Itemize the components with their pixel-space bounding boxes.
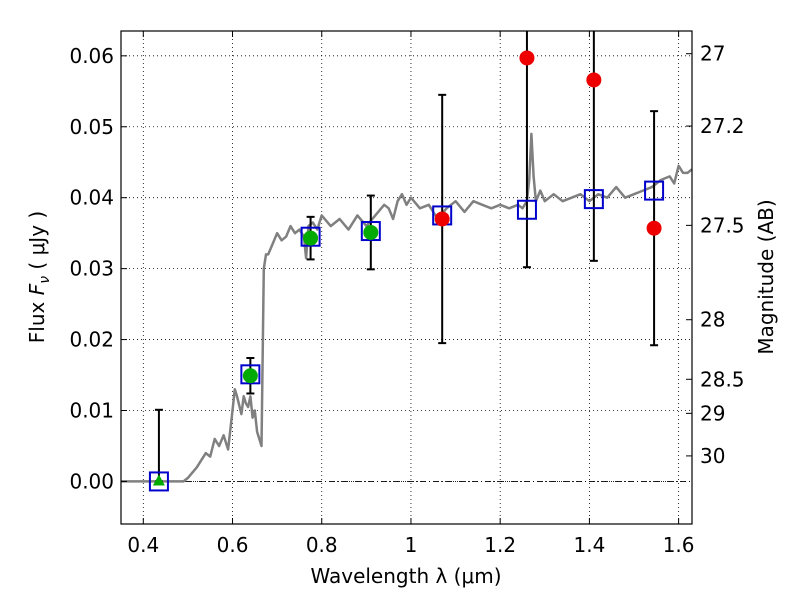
x-tick-label: 0.8 <box>306 533 338 557</box>
x-tick-label: 0.4 <box>127 533 159 557</box>
model-flux-square <box>240 364 261 385</box>
right-y-tick-label: 27 <box>700 42 725 66</box>
right-y-tick-label: 27.5 <box>700 213 745 237</box>
x-tick-label: 1.6 <box>663 533 695 557</box>
model-flux-square <box>148 471 169 492</box>
y-tick-label: 0.02 <box>69 328 114 352</box>
y-tick-label: 0.03 <box>69 257 114 281</box>
right-y-tick-label: 28 <box>700 308 725 332</box>
y-tick-label: 0.04 <box>69 186 114 210</box>
y-tick-label: 0.01 <box>69 399 114 423</box>
model-flux-square <box>360 221 381 242</box>
non-detection-point <box>434 211 450 227</box>
y-axis-label: Flux Fν ( μJy ) <box>25 211 53 343</box>
plot-frame <box>120 30 693 525</box>
non-detection-point <box>586 72 602 88</box>
y-tick-label: 0.00 <box>69 469 114 493</box>
model-flux-square <box>583 189 604 210</box>
detection-point <box>303 230 319 246</box>
non-detection-point <box>519 50 535 66</box>
non-detection-point <box>646 220 662 236</box>
x-tick-label: 0.6 <box>217 533 249 557</box>
detection-point <box>242 368 258 384</box>
upper-limit-triangle <box>152 474 165 486</box>
grid-lines <box>121 31 692 524</box>
right-y-axis-label: Magnitude (AB) <box>754 199 778 354</box>
x-axis-ticks: 0.4 0.6 0.8 1 1.2 1.4 1.6 <box>127 31 695 557</box>
x-tick-label: 1 <box>405 533 418 557</box>
y-axis-ticks: 0.00 0.01 0.02 0.03 0.04 0.05 0.06 <box>69 44 127 493</box>
x-axis-label: Wavelength λ (μm) <box>310 564 501 588</box>
right-y-tick-label: 28.5 <box>700 367 745 391</box>
model-flux-square <box>300 226 321 247</box>
model-flux-square <box>516 199 537 220</box>
model-spectrum-line <box>121 132 692 483</box>
right-y-tick-label: 27.2 <box>700 114 745 138</box>
detection-point <box>363 224 379 240</box>
data-markers <box>148 50 665 492</box>
right-y-axis-ticks: 27 27.2 27.5 28 28.5 29 30 <box>686 42 745 468</box>
error-bars <box>154 31 659 483</box>
x-tick-label: 1.4 <box>573 533 605 557</box>
y-tick-label: 0.06 <box>69 44 114 68</box>
right-y-tick-label: 30 <box>700 444 725 468</box>
x-tick-label: 1.2 <box>484 533 516 557</box>
y-tick-label: 0.05 <box>69 115 114 139</box>
model-flux-square <box>644 180 665 201</box>
right-y-tick-label: 29 <box>700 401 725 425</box>
